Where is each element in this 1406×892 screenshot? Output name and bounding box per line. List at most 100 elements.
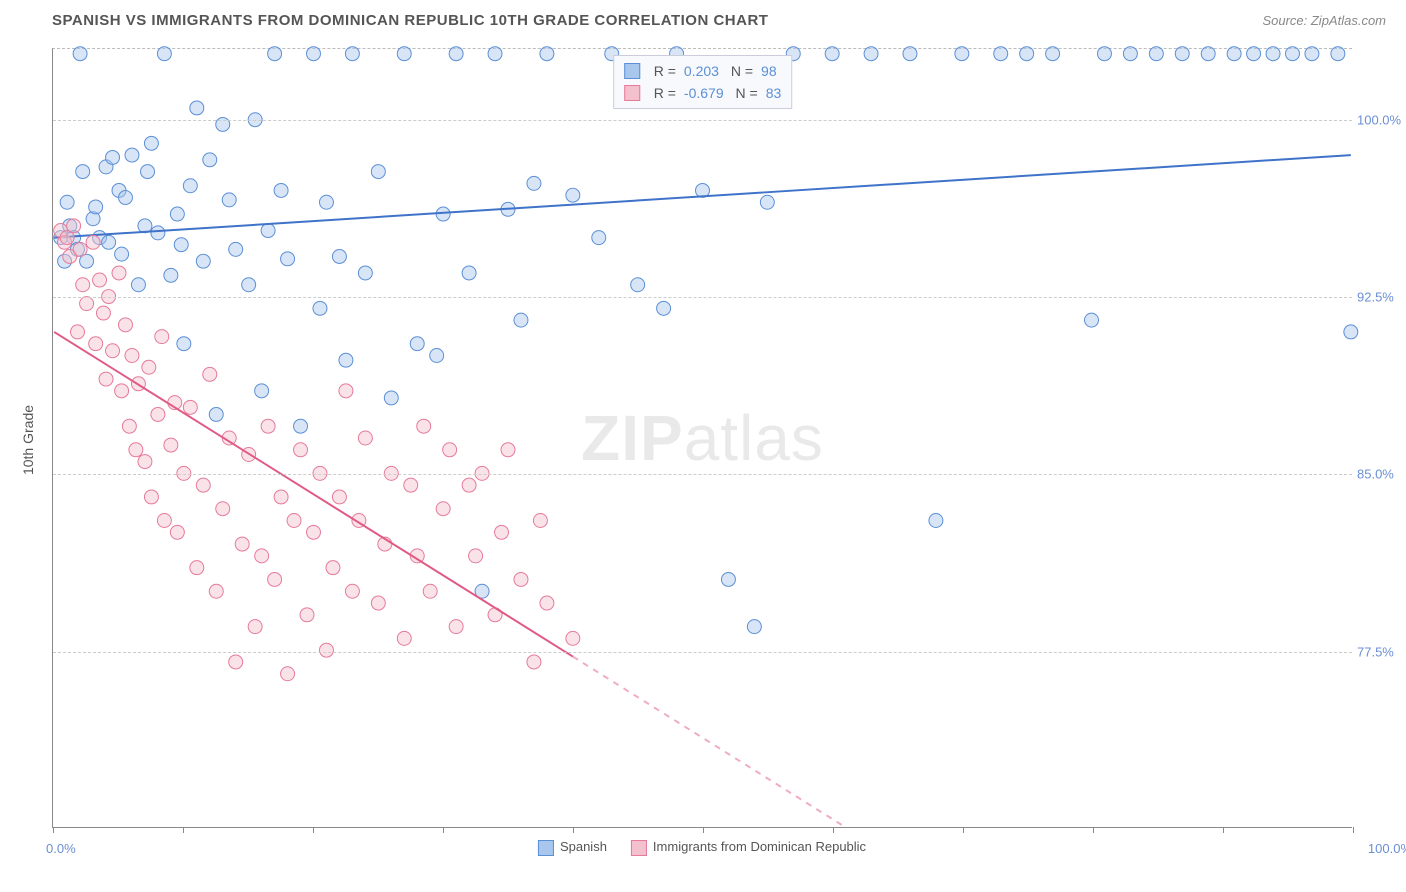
legend-item: Spanish [538, 839, 607, 856]
source-label: Source: ZipAtlas.com [1262, 13, 1386, 28]
scatter-point [527, 176, 541, 190]
scatter-point [339, 353, 353, 367]
scatter-point [384, 391, 398, 405]
scatter-point [462, 266, 476, 280]
scatter-point [106, 344, 120, 358]
scatter-point [67, 219, 81, 233]
scatter-point [469, 549, 483, 563]
x-min-label: 0.0% [46, 841, 76, 856]
scatter-point [71, 325, 85, 339]
stats-legend: R =0.203 N =98R =-0.679 N =83 [613, 55, 793, 109]
scatter-point [929, 514, 943, 528]
scatter-point [151, 226, 165, 240]
scatter-point [313, 301, 327, 315]
scatter-point [631, 278, 645, 292]
stats-n-value: 98 [761, 60, 777, 82]
x-tick [183, 827, 184, 833]
scatter-point [1149, 47, 1163, 61]
scatter-point [89, 200, 103, 214]
scatter-point [397, 47, 411, 61]
scatter-point [371, 165, 385, 179]
scatter-point [488, 47, 502, 61]
scatter-point [281, 667, 295, 681]
scatter-point [129, 443, 143, 457]
legend-item: Immigrants from Dominican Republic [631, 839, 866, 856]
legend-swatch [624, 63, 640, 79]
scatter-point [1085, 313, 1099, 327]
scatter-point [495, 525, 509, 539]
scatter-point [76, 278, 90, 292]
plot-svg [53, 49, 1352, 827]
scatter-point [151, 407, 165, 421]
scatter-point [73, 242, 87, 256]
scatter-point [235, 537, 249, 551]
x-tick [1353, 827, 1354, 833]
scatter-point [274, 183, 288, 197]
scatter-point [417, 419, 431, 433]
scatter-point [222, 193, 236, 207]
scatter-point [760, 195, 774, 209]
scatter-point [60, 195, 74, 209]
scatter-point [326, 561, 340, 575]
scatter-point [144, 490, 158, 504]
scatter-point [268, 572, 282, 586]
scatter-point [566, 188, 580, 202]
scatter-point [177, 466, 191, 480]
scatter-point [242, 278, 256, 292]
stats-r-value: 0.203 [684, 60, 719, 82]
scatter-point [216, 502, 230, 516]
scatter-point [122, 419, 136, 433]
scatter-point [89, 337, 103, 351]
stats-n-label: N = [732, 82, 758, 104]
scatter-point [287, 514, 301, 528]
scatter-point [174, 238, 188, 252]
scatter-point [294, 443, 308, 457]
scatter-point [229, 655, 243, 669]
scatter-point [404, 478, 418, 492]
scatter-point [1331, 47, 1345, 61]
scatter-point [533, 514, 547, 528]
stats-r-label: R = [654, 60, 676, 82]
scatter-point [190, 561, 204, 575]
chart-area: ZIPatlas R =0.203 N =98R =-0.679 N =83 1… [52, 48, 1352, 828]
scatter-point [209, 584, 223, 598]
scatter-point [747, 620, 761, 634]
stats-row: R =-0.679 N =83 [624, 82, 782, 104]
stats-n-label: N = [727, 60, 753, 82]
scatter-point [825, 47, 839, 61]
scatter-point [345, 47, 359, 61]
scatter-point [1123, 47, 1137, 61]
scatter-point [657, 301, 671, 315]
x-tick [53, 827, 54, 833]
scatter-point [106, 150, 120, 164]
scatter-point [1175, 47, 1189, 61]
x-tick [833, 827, 834, 833]
scatter-point [1247, 47, 1261, 61]
gridline [53, 120, 1352, 121]
plot-region: ZIPatlas R =0.203 N =98R =-0.679 N =83 1… [52, 48, 1352, 828]
y-tick-label: 92.5% [1357, 290, 1406, 305]
scatter-point [1201, 47, 1215, 61]
y-axis-label: 10th Grade [20, 405, 36, 475]
scatter-point [183, 179, 197, 193]
scatter-point [449, 620, 463, 634]
scatter-point [397, 631, 411, 645]
legend-swatch [631, 840, 647, 856]
scatter-point [345, 584, 359, 598]
scatter-point [501, 443, 515, 457]
x-tick [963, 827, 964, 833]
scatter-point [294, 419, 308, 433]
scatter-point [903, 47, 917, 61]
scatter-point [138, 455, 152, 469]
scatter-point [384, 466, 398, 480]
scatter-point [229, 242, 243, 256]
scatter-point [436, 502, 450, 516]
scatter-point [319, 643, 333, 657]
scatter-point [183, 400, 197, 414]
scatter-point [358, 266, 372, 280]
x-tick [703, 827, 704, 833]
scatter-point [313, 466, 327, 480]
scatter-point [410, 337, 424, 351]
scatter-point [115, 384, 129, 398]
x-tick [313, 827, 314, 833]
